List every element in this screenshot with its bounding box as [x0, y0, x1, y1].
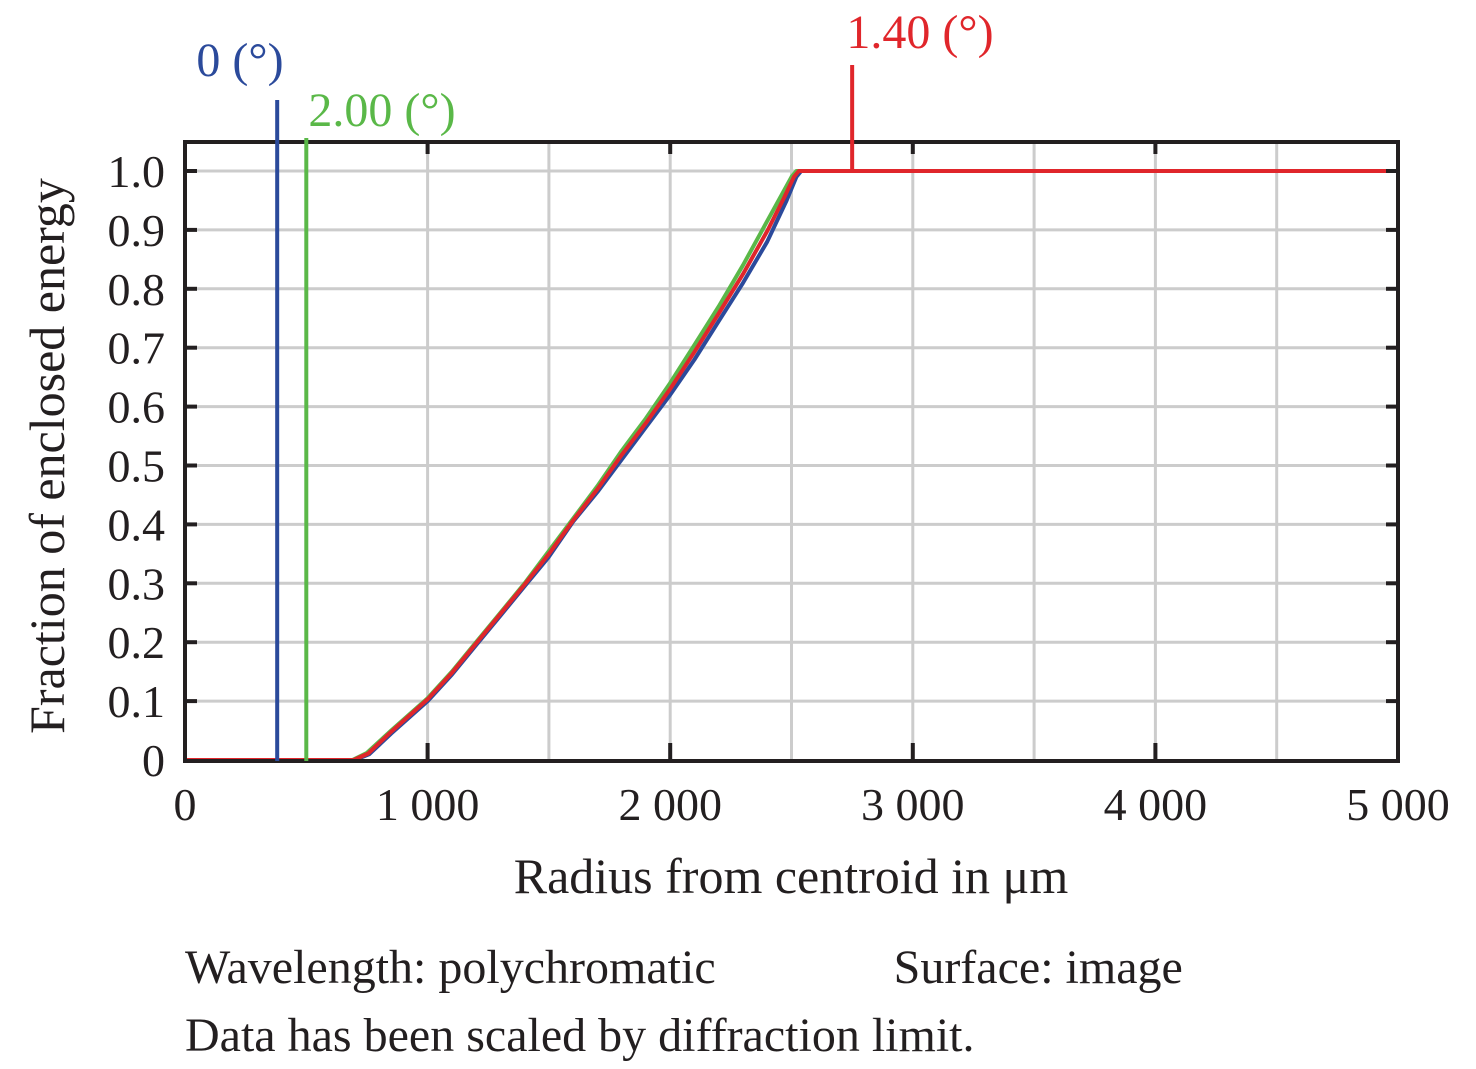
x-axis-title: Radius from centroid in μm — [514, 848, 1069, 904]
footer-line-2: Data has been scaled by diffraction limi… — [185, 1008, 975, 1063]
y-axis-title: Fraction of enclosed energy — [19, 178, 75, 734]
plot-border — [183, 140, 1400, 763]
field-marker-label-1: 2.00 (°) — [308, 84, 455, 137]
y-tick-label: 0.2 — [108, 617, 166, 668]
x-tick-label: 3 000 — [861, 779, 965, 830]
x-tick-label: 2 000 — [618, 779, 722, 830]
series-lines — [183, 169, 1400, 762]
scaling-note: Data has been scaled by diffraction limi… — [185, 1009, 975, 1062]
plot-frame — [183, 140, 1400, 763]
series-line-2 — [183, 169, 1400, 762]
y-tick-label: 0.3 — [108, 558, 166, 609]
y-tick-label: 0 — [142, 735, 165, 786]
y-tick-label: 0.1 — [108, 676, 166, 727]
y-tick-labels: 0 0.1 0.2 0.3 0.4 0.5 0.6 0.7 0.8 0.9 1.0 — [108, 146, 166, 786]
x-tick-label: 5 000 — [1346, 779, 1450, 830]
x-tick-label: 1 000 — [376, 779, 480, 830]
y-tick-label: 0.4 — [108, 499, 166, 550]
x-tick-label: 0 — [174, 779, 197, 830]
wavelength-info: Wavelength: polychromatic — [185, 941, 716, 994]
y-tick-label: 0.7 — [108, 323, 166, 374]
field-markers: 0 (°) 2.00 (°) 1.40 (°) — [196, 6, 994, 761]
y-tick-label: 0.5 — [108, 441, 166, 492]
surface-info: Surface: image — [893, 941, 1183, 994]
x-tick-labels: 0 1 000 2 000 3 000 4 000 5 000 — [174, 779, 1450, 830]
y-tick-label: 0.8 — [108, 264, 166, 315]
field-marker-label-0: 0 (°) — [196, 34, 283, 87]
y-tick-label: 0.6 — [108, 382, 166, 433]
y-tick-label: 0.9 — [108, 205, 166, 256]
y-tick-label: 1.0 — [108, 146, 166, 197]
x-tick-label: 4 000 — [1104, 779, 1208, 830]
field-marker-label-2: 1.40 (°) — [846, 6, 993, 59]
grid — [185, 142, 1398, 761]
footer-line-1: Wavelength: polychromatic Surface: image — [185, 940, 1183, 995]
